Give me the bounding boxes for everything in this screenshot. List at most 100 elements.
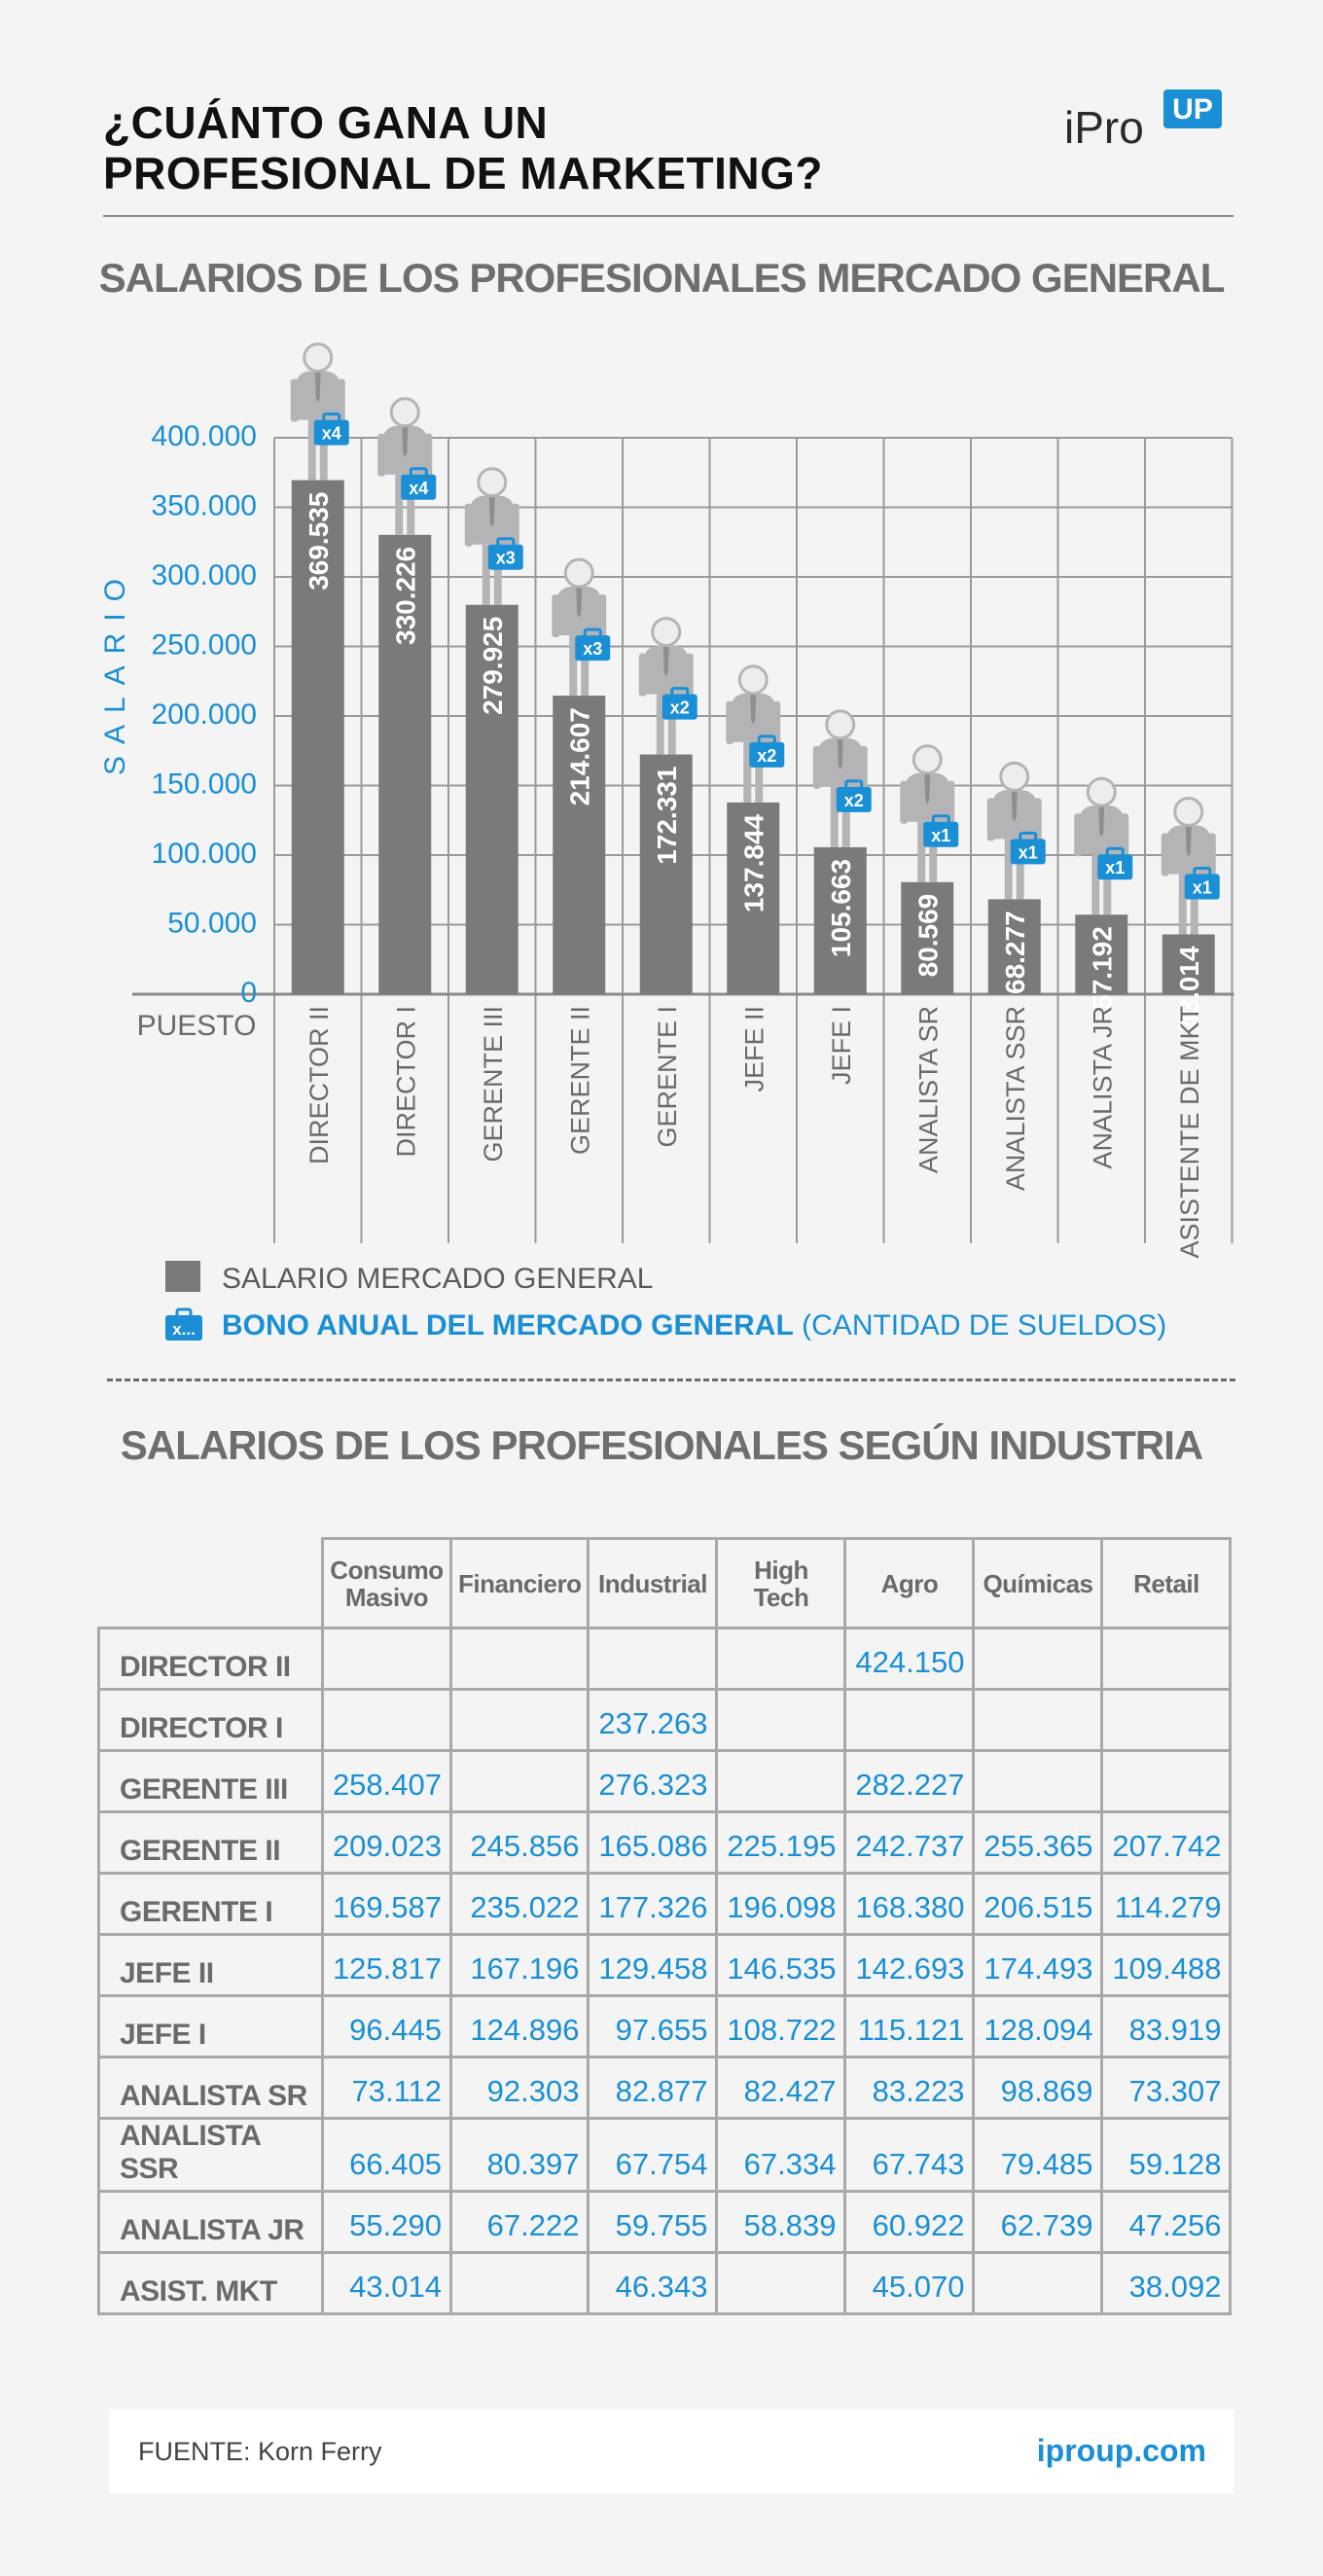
table-cell (587, 1627, 719, 1691)
figure-leg-right (755, 741, 764, 803)
table-cell: 177.326 (587, 1872, 719, 1936)
column-header: Industrial (587, 1537, 719, 1629)
briefcase-icon: x2 (836, 779, 872, 812)
table-cell (1100, 1688, 1233, 1752)
table-cell (321, 1627, 452, 1691)
briefcase-icon: x4 (401, 467, 437, 500)
table-cell: 45.070 (843, 2251, 976, 2315)
figure-leg-right (493, 544, 502, 605)
figure-head (303, 342, 334, 374)
table-cell: 128.094 (972, 1994, 1104, 2058)
bar-value-label: 214.607 (564, 707, 594, 805)
table-corner (99, 1539, 323, 1628)
table-cell: 235.022 (448, 1872, 590, 1936)
table-cell: 146.535 (715, 1933, 847, 1997)
column-header: Agro (843, 1537, 976, 1629)
table-cell: 79.485 (972, 2117, 1104, 2193)
figure-arm-right (337, 378, 345, 422)
table-cell: 282.227 (843, 1749, 976, 1813)
figure-tie (488, 495, 495, 527)
table-row: GERENTE II 209.023 245.856 165.086 225.195 24… (97, 1810, 1233, 1875)
table-cell: 167.196 (448, 1933, 590, 1997)
person-figure-icon (377, 397, 433, 535)
row-header: ASIST. MKT (97, 2251, 324, 2315)
bonus-multiplier-label: x3 (496, 549, 516, 568)
figure-leg-right (319, 419, 328, 481)
table-cell: 245.856 (448, 1810, 590, 1875)
person-figure-icon (464, 467, 519, 605)
bar (1075, 914, 1128, 994)
bar-value-label: 57.192 (1087, 926, 1117, 1010)
y-tick-label: 300.000 (152, 559, 257, 591)
table-cell: 43.014 (321, 2251, 452, 2315)
figure-leg-right (581, 635, 590, 697)
figure-arm-left (552, 594, 560, 638)
y-tick-label: 0 (240, 977, 257, 1009)
person-figure-icon (638, 617, 694, 755)
table-cell: 98.869 (972, 2056, 1104, 2120)
row-header: JEFE I (97, 1994, 324, 2058)
page-title-line-2: PROFESIONAL DE MARKETING? (103, 148, 824, 198)
bonus-multiplier-label: x4 (409, 479, 428, 498)
figure-leg-right (841, 786, 850, 847)
figure-tie (314, 371, 321, 403)
figure-arm-right (511, 503, 519, 547)
column-header-line-1: Consumo (330, 1555, 444, 1585)
table-cell (972, 1749, 1104, 1813)
figure-leg-left (743, 741, 752, 803)
figure-leg-right (929, 821, 938, 882)
bar (727, 802, 780, 994)
table-cell: 67.222 (448, 2190, 590, 2254)
figure-arm-left (377, 433, 386, 477)
bar-value-label: 137.844 (738, 813, 769, 912)
site-link[interactable]: iproup.com (1036, 2433, 1206, 2468)
person-figure-icon (290, 342, 345, 481)
table-cell (448, 2251, 590, 2315)
y-tick-label: 250.000 (152, 629, 257, 662)
table-row: ANALISTA SSR 66.405 80.397 67.754 67.334 67.7… (97, 2117, 1233, 2193)
figure-arm-left (812, 745, 821, 789)
table-cell: 237.263 (587, 1688, 719, 1752)
briefcase-icon: x3 (575, 627, 611, 662)
table-cell: 124.896 (448, 1994, 590, 2058)
table-cell: 83.223 (843, 2056, 976, 2120)
category-label: DIRECTOR I (391, 1006, 420, 1158)
bar (813, 846, 867, 994)
figure-leg-left (830, 786, 839, 847)
briefcase-body (662, 694, 697, 720)
category-label: GERENTE II (565, 1006, 594, 1155)
category-label: ANALISTA JR (1088, 1006, 1117, 1169)
table-cell: 55.290 (321, 2190, 452, 2254)
figure-head (737, 664, 769, 696)
figure-leg-right (407, 474, 415, 535)
table-cell: 46.343 (587, 2251, 719, 2315)
category-label: GERENTE I (653, 1006, 682, 1148)
table-cell (715, 1749, 847, 1813)
figure-arm-right (685, 653, 694, 697)
table-title: SALARIOS DE LOS PROFESIONALES SEGÚN INDU… (120, 1422, 1203, 1468)
figure-leg-left (569, 635, 578, 697)
table-cell: 80.397 (448, 2117, 590, 2193)
person-figure-icon (812, 709, 868, 847)
table-row: ANALISTA SR 73.112 92.303 82.877 82.427 83.22… (97, 2056, 1233, 2120)
row-header: GERENTE I (97, 1872, 324, 1936)
table-cell (715, 1688, 847, 1752)
salary-bar-chart: 0 50.000 100.000 150.000 200.000 250.000 300.0… (99, 342, 1234, 1259)
bonus-multiplier-label: x1 (1105, 858, 1125, 877)
table-cell: 47.256 (1100, 2190, 1233, 2254)
bar-value-label: 279.925 (478, 617, 508, 715)
bar-value-label: 172.331 (652, 767, 682, 865)
table-cell: 165.086 (587, 1810, 719, 1875)
bonus-multiplier-label: x2 (844, 791, 864, 810)
figure-head (999, 761, 1030, 792)
figure-tie (750, 693, 757, 725)
y-tick-label: 400.000 (152, 420, 257, 452)
chart-title: SALARIOS DE LOS PROFESIONALES MERCADO GE… (98, 255, 1226, 301)
table-row: DIRECTOR I 237.263 (97, 1688, 1233, 1752)
person-figure-icon (900, 744, 955, 882)
briefcase-body (836, 786, 872, 812)
figure-head (651, 617, 682, 648)
column-header: Consumo Masivo (321, 1537, 452, 1629)
title-divider (103, 215, 1234, 217)
bonus-multiplier-label: x1 (1193, 877, 1212, 897)
